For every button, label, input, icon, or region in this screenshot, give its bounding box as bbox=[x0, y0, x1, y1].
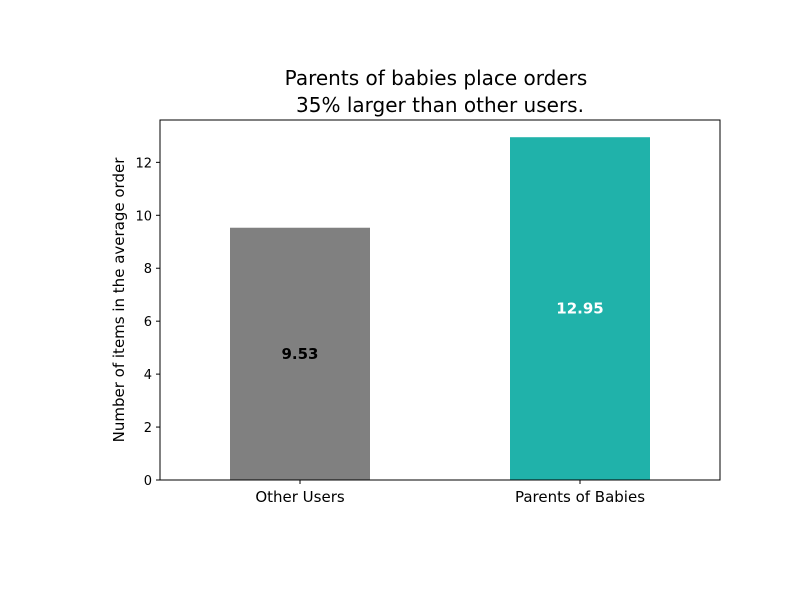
data-label-other-users: 9.53 bbox=[281, 345, 318, 363]
data-labels-layer: 9.53 12.95 bbox=[281, 300, 603, 363]
y-tick-label-12: 12 bbox=[135, 156, 152, 171]
y-tick-label-2: 2 bbox=[144, 421, 152, 436]
bar-other-users bbox=[230, 227, 370, 480]
y-axis-label: Number of items in the average order bbox=[110, 157, 128, 443]
chart-title-line-2: 35% larger than other users. bbox=[296, 93, 584, 117]
x-tick-label-parents-of-babies: Parents of Babies bbox=[515, 488, 645, 506]
x-axis: Other Users Parents of Babies bbox=[255, 480, 645, 506]
plot-frame bbox=[159, 119, 721, 481]
y-tick-label-8: 8 bbox=[144, 262, 152, 277]
bars-layer bbox=[230, 137, 650, 481]
y-tick-label-4: 4 bbox=[144, 368, 152, 383]
y-tick-label-6: 6 bbox=[144, 315, 152, 330]
bar-parents-of-babies bbox=[510, 137, 650, 481]
y-tick-label-0: 0 bbox=[144, 474, 152, 489]
y-tick-label-10: 10 bbox=[135, 209, 152, 224]
x-tick-label-other-users: Other Users bbox=[255, 488, 345, 506]
chart-title-line-1: Parents of babies place orders bbox=[285, 66, 588, 90]
y-axis: 0 2 4 6 8 10 12 bbox=[135, 156, 160, 489]
data-label-parents-of-babies: 12.95 bbox=[556, 300, 603, 318]
